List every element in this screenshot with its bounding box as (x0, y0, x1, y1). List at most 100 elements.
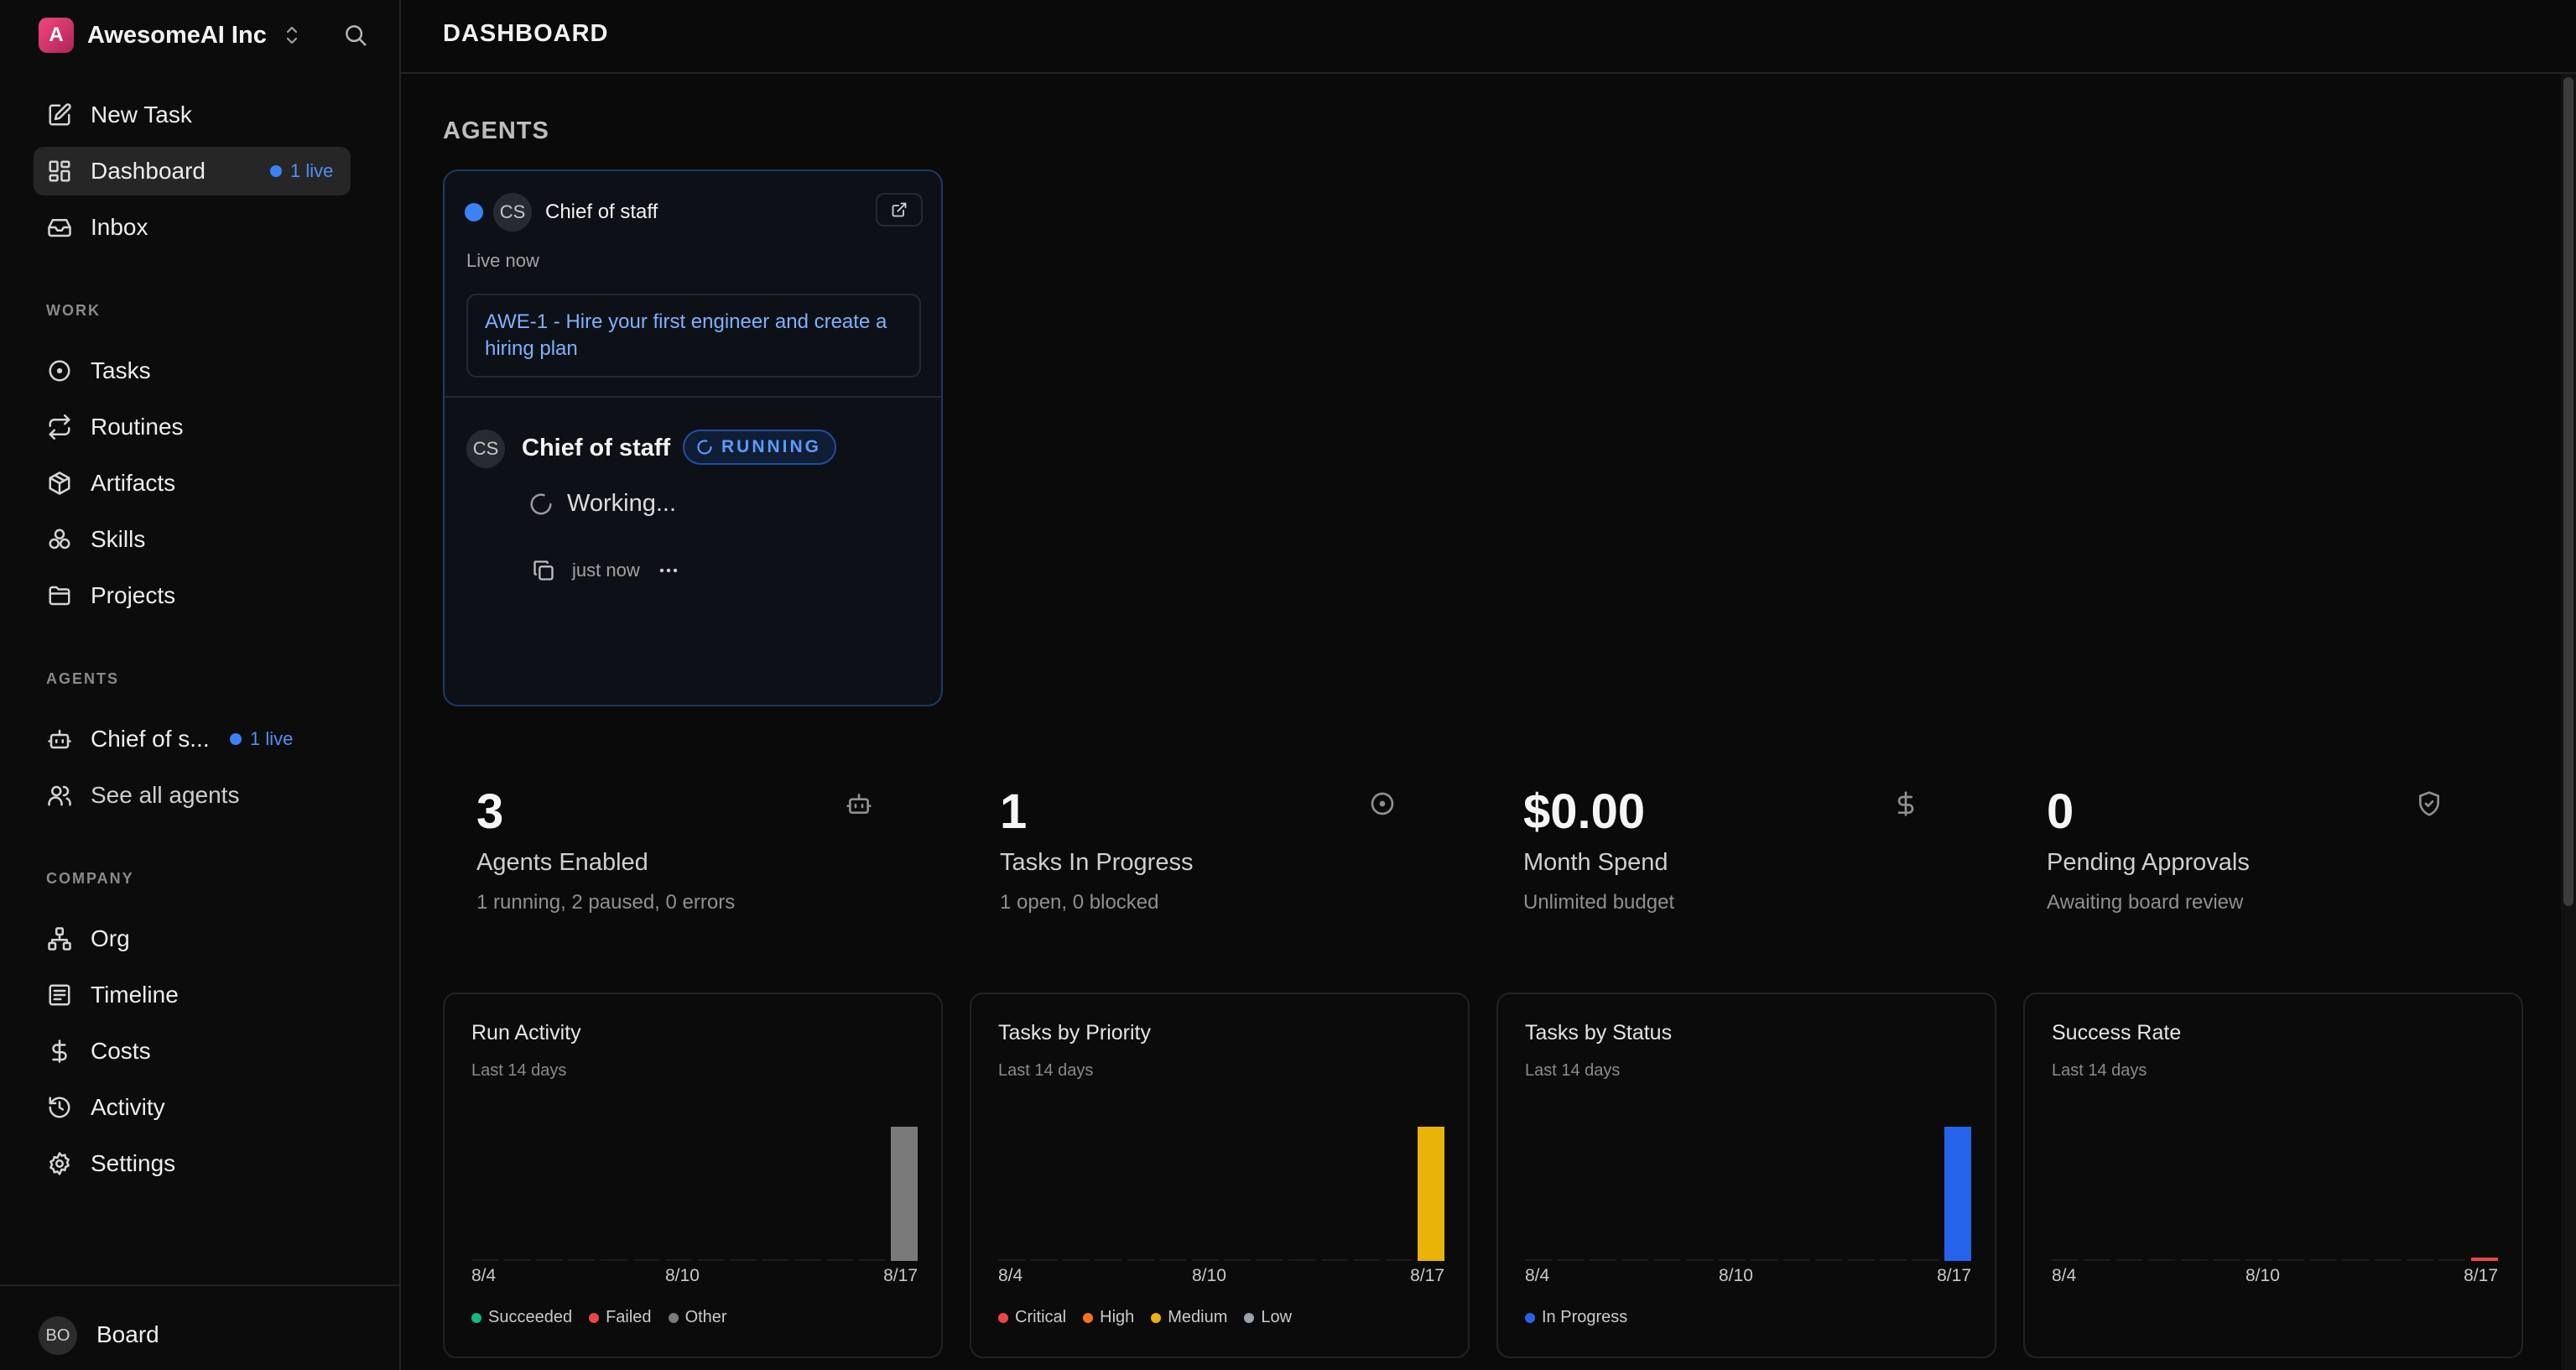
section-heading-agents: AGENTS (46, 670, 120, 687)
bar-slot (2115, 1259, 2143, 1261)
legend-swatch (471, 1312, 481, 1323)
nav-label: New Task (91, 102, 192, 128)
stat-pending-approvals[interactable]: 0 Pending Approvals Awaiting board revie… (1971, 772, 2439, 923)
legend-item: Succeeded (471, 1308, 572, 1327)
bar-slot (1385, 1259, 1413, 1261)
open-external-button[interactable] (876, 193, 923, 227)
bar-slot (1353, 1259, 1381, 1261)
stat-label: Tasks In Progress (1000, 849, 1194, 876)
bar-slot (2213, 1259, 2240, 1261)
stat-label: Agents Enabled (476, 849, 648, 876)
main-content: DASHBOARD AGENTS CS Chief of staff Live … (401, 0, 2576, 1370)
avatar: BO (39, 1316, 77, 1355)
nav-label: Projects (91, 582, 176, 608)
stat-value: 3 (476, 784, 504, 839)
stat-month-spend[interactable]: $0.00 Month Spend Unlimited budget (1448, 772, 1914, 923)
legend-item: In Progress (1525, 1308, 1627, 1327)
nav-dashboard[interactable]: Dashboard 1 live (34, 147, 351, 195)
bar[interactable] (1418, 1127, 1444, 1261)
working-indicator: Working... (528, 490, 676, 518)
nav-label: Skills (91, 526, 146, 552)
nav-new-task[interactable]: New Task (34, 91, 351, 139)
avatar: CS (493, 193, 532, 232)
bar-slot (1589, 1259, 1616, 1261)
status-badge-label: RUNNING (721, 437, 821, 456)
more-options-icon[interactable] (658, 567, 679, 574)
bar-slot (2374, 1259, 2402, 1261)
working-text: Working... (567, 490, 677, 517)
nav-routines[interactable]: Routines (34, 403, 351, 451)
x-tick-label: 8/4 (471, 1266, 497, 1285)
company-switcher[interactable]: A AwesomeAI Inc (39, 18, 300, 53)
nav-label: Timeline (91, 982, 179, 1008)
chart-subtitle: Last 14 days (2052, 1061, 2147, 1080)
bot-icon (45, 725, 74, 753)
bar-slot (503, 1259, 531, 1261)
legend-item: High (1083, 1308, 1134, 1327)
run-timestamp: just now (572, 560, 640, 581)
nav-inbox[interactable]: Inbox (34, 203, 351, 252)
bar-slot (2342, 1259, 2370, 1261)
stat-subtext: Awaiting board review (2047, 891, 2244, 914)
skills-icon (45, 525, 74, 554)
bar-slot (762, 1259, 789, 1261)
legend-swatch (1525, 1312, 1535, 1323)
bar[interactable] (2471, 1258, 2498, 1261)
x-tick-label: 8/17 (2464, 1266, 2498, 1285)
live-badge: 1 live (230, 728, 293, 750)
nav-projects[interactable]: Projects (34, 571, 351, 620)
bar-slot (1191, 1259, 1219, 1261)
legend-label: Failed (606, 1308, 652, 1326)
package-icon (45, 469, 74, 497)
bar[interactable] (891, 1127, 918, 1261)
task-link[interactable]: AWE-1 - Hire your first engineer and cre… (466, 294, 921, 378)
bar-slot (2407, 1259, 2434, 1261)
nav-settings[interactable]: Settings (34, 1139, 351, 1188)
copy-icon[interactable] (532, 559, 555, 582)
bar[interactable] (1944, 1127, 1971, 1261)
agent-card[interactable]: CS Chief of staff Live now AWE-1 - Hire … (443, 169, 943, 706)
stat-value: 0 (2047, 784, 2074, 839)
nav-see-all-agents[interactable]: See all agents (34, 771, 351, 820)
nav-timeline[interactable]: Timeline (34, 971, 351, 1019)
chart-legend: In Progress (1525, 1308, 1644, 1327)
x-tick-label: 8/4 (998, 1266, 1023, 1285)
nav-artifacts[interactable]: Artifacts (34, 459, 351, 508)
header: DASHBOARD (401, 0, 2576, 74)
nav-agent-chief-of-staff[interactable]: Chief of s... 1 live (34, 715, 351, 763)
bar-slot (632, 1259, 660, 1261)
run-meta: just now (532, 559, 679, 582)
user-menu[interactable]: BO Board (0, 1284, 399, 1370)
bar-slot (2052, 1259, 2079, 1261)
chart-plot (2052, 1258, 2498, 1261)
legend-label: Low (1261, 1308, 1293, 1326)
nav-activity[interactable]: Activity (34, 1083, 351, 1132)
search-icon[interactable] (339, 18, 372, 52)
legend-swatch (589, 1312, 600, 1323)
nav-tasks[interactable]: Tasks (34, 346, 351, 395)
company-name: AwesomeAI Inc (87, 21, 267, 49)
nav-org[interactable]: Org (34, 914, 351, 963)
bar-slot (568, 1259, 596, 1261)
legend-item: Critical (998, 1308, 1066, 1327)
stat-subtext: Unlimited budget (1523, 891, 1675, 914)
live-status-dot (465, 203, 483, 221)
live-dot (270, 165, 282, 177)
stat-agents-enabled[interactable]: 3 Agents Enabled 1 running, 2 paused, 0 … (401, 772, 872, 923)
bar-slot (1127, 1259, 1154, 1261)
nav-label: Chief of s... (91, 726, 210, 752)
chevron-up-down-icon (286, 26, 297, 44)
nav-skills[interactable]: Skills (34, 515, 351, 564)
user-name: Board (96, 1321, 159, 1347)
bar-slot (1288, 1259, 1316, 1261)
x-tick-label: 8/10 (1719, 1266, 1753, 1285)
bar-slot (1159, 1259, 1187, 1261)
nav-costs[interactable]: Costs (34, 1027, 351, 1076)
scrollbar-thumb[interactable] (2563, 77, 2573, 906)
org-chart-icon (45, 925, 74, 953)
stat-tasks-in-progress[interactable]: 1 Tasks In Progress 1 open, 0 blocked (924, 772, 1394, 923)
legend-label: In Progress (1542, 1308, 1628, 1326)
x-tick-label: 8/10 (665, 1266, 700, 1285)
nav-label: Artifacts (91, 470, 176, 496)
dollar-icon (1897, 791, 1914, 816)
